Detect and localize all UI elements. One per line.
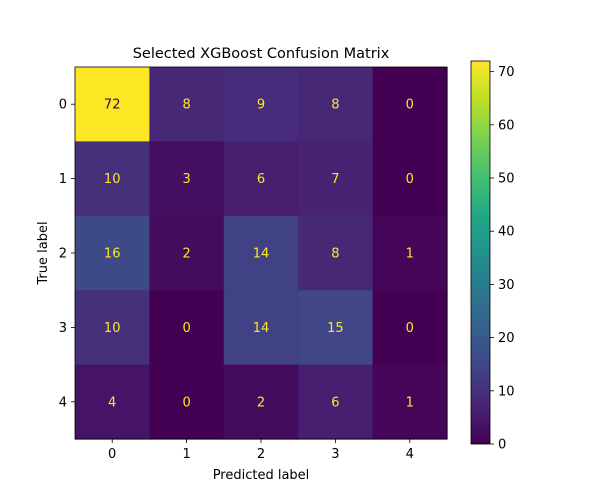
cell-value-label: 8 bbox=[331, 247, 339, 262]
matrix-cell bbox=[372, 290, 448, 366]
cell-value-label: 14 bbox=[253, 321, 270, 336]
matrix-cell bbox=[372, 215, 448, 291]
cell-value-label: 14 bbox=[253, 247, 270, 262]
cell-value-label: 2 bbox=[182, 247, 190, 262]
x-tick-label: 2 bbox=[257, 447, 265, 462]
y-tick-label: 2 bbox=[59, 247, 67, 262]
matrix-cell bbox=[75, 290, 150, 366]
cell-value-label: 4 bbox=[108, 395, 116, 410]
cell-value-label: 6 bbox=[331, 395, 339, 410]
matrix-cell bbox=[149, 67, 225, 142]
y-tick-label: 4 bbox=[59, 395, 67, 410]
matrix-cell bbox=[75, 364, 150, 440]
matrix-cell bbox=[372, 364, 448, 440]
matrix-cell bbox=[75, 141, 150, 217]
matrix-cell bbox=[223, 290, 299, 366]
matrix-cell bbox=[149, 215, 225, 291]
colorbar: 0 10 20 30 40 50 60 70 bbox=[470, 60, 515, 453]
colorbar-tick-label: 60 bbox=[498, 118, 515, 133]
colorbar-tick-label: 0 bbox=[498, 438, 506, 453]
matrix-cell bbox=[298, 67, 374, 142]
cell-value-label: 0 bbox=[406, 172, 414, 187]
colorbar-tick-label: 70 bbox=[498, 65, 515, 80]
matrix-cell bbox=[372, 67, 448, 142]
cell-value-label: 2 bbox=[257, 395, 265, 410]
x-tick-label: 1 bbox=[182, 447, 190, 462]
y-tick-label: 3 bbox=[59, 321, 67, 336]
cell-value-label: 1 bbox=[406, 395, 414, 410]
matrix-cell bbox=[223, 67, 299, 142]
x-tick-label: 0 bbox=[108, 447, 116, 462]
x-tick-label: 4 bbox=[406, 447, 414, 462]
matrix-cell bbox=[298, 215, 374, 291]
colorbar-tick-label: 20 bbox=[498, 331, 515, 346]
colorbar-tick-label: 40 bbox=[498, 225, 515, 240]
cell-value-label: 8 bbox=[182, 98, 190, 113]
cell-value-label: 1 bbox=[406, 247, 414, 262]
y-axis-label: True label bbox=[36, 221, 51, 285]
cell-value-label: 15 bbox=[327, 321, 344, 336]
cell-value-label: 0 bbox=[406, 98, 414, 113]
matrix-cell bbox=[223, 141, 299, 217]
cell-value-label: 3 bbox=[182, 172, 190, 187]
matrix-cell bbox=[149, 141, 225, 217]
matrix-cell bbox=[298, 364, 374, 440]
y-axis-ticks: 0 1 2 3 4 bbox=[59, 98, 75, 410]
colorbar-tick-label: 10 bbox=[498, 384, 515, 399]
matrix-cell bbox=[298, 141, 374, 217]
chart-title: Selected XGBoost Confusion Matrix bbox=[133, 46, 390, 62]
matrix-cell bbox=[372, 141, 448, 217]
x-tick-label: 3 bbox=[331, 447, 339, 462]
cell-value-label: 10 bbox=[104, 321, 121, 336]
cell-value-label: 16 bbox=[104, 247, 121, 262]
cell-value-label: 0 bbox=[182, 321, 190, 336]
colorbar-tick-label: 50 bbox=[498, 172, 515, 187]
matrix-cell bbox=[298, 290, 374, 366]
cell-value-label: 8 bbox=[331, 98, 339, 113]
colorbar-tick-label: 30 bbox=[498, 278, 515, 293]
matrix-cell bbox=[75, 67, 150, 142]
y-tick-label: 0 bbox=[59, 98, 67, 113]
cell-value-label: 72 bbox=[104, 98, 121, 113]
matrix-cell bbox=[149, 364, 225, 440]
cell-value-label: 9 bbox=[257, 98, 265, 113]
matrix-cell bbox=[223, 364, 299, 440]
cell-value-label: 0 bbox=[406, 321, 414, 336]
x-axis-ticks: 0 1 2 3 4 bbox=[108, 439, 414, 462]
matrix-cells: 72 8 9 8 0 10 3 6 7 0 16 2 14 8 1 10 0 14 15 0 4 0 2 6 1 bbox=[74, 66, 448, 440]
x-axis-label: Predicted label bbox=[213, 468, 310, 483]
matrix-cell bbox=[223, 215, 299, 291]
cell-value-label: 7 bbox=[331, 172, 339, 187]
matrix-cell bbox=[75, 215, 150, 291]
colorbar-gradient bbox=[470, 60, 491, 445]
matrix-cell bbox=[149, 290, 225, 366]
cell-value-label: 6 bbox=[257, 172, 265, 187]
cell-value-label: 10 bbox=[104, 172, 121, 187]
cell-value-label: 0 bbox=[182, 395, 190, 410]
y-tick-label: 1 bbox=[59, 172, 67, 187]
